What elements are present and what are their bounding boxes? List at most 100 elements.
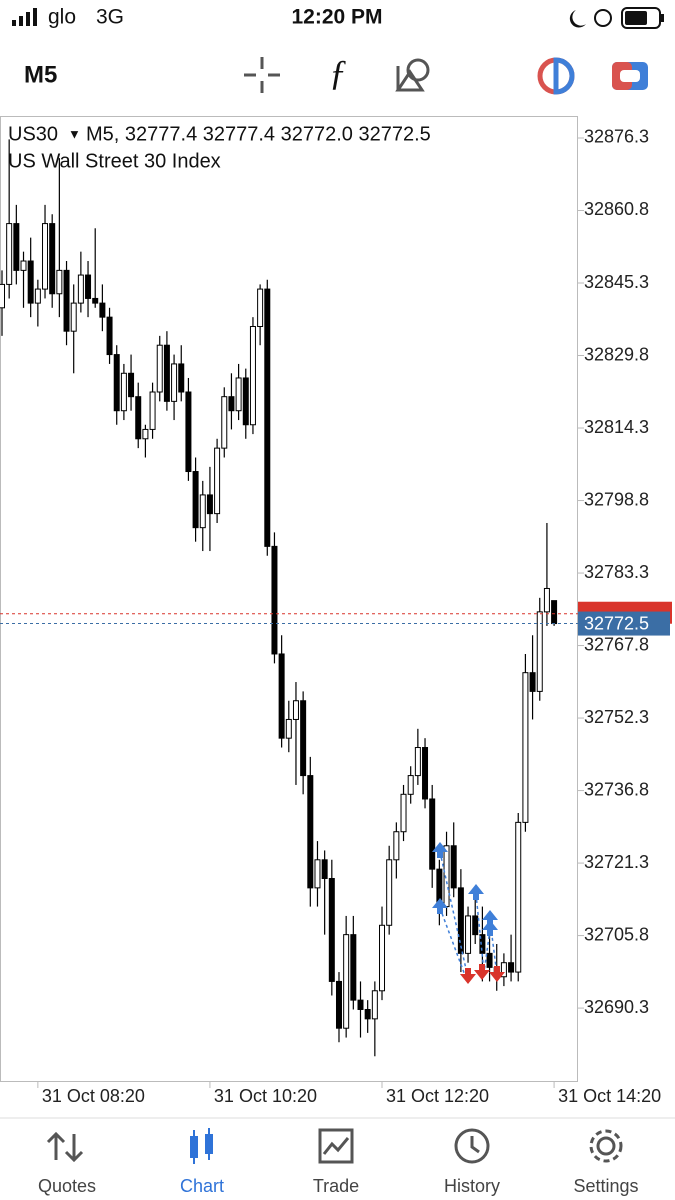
- candle-body: [214, 447, 221, 515]
- candle-body: [42, 223, 49, 290]
- bid-label-box: [578, 611, 670, 636]
- plot-area: [0, 139, 558, 1057]
- candle-body: [393, 831, 400, 861]
- candle-body: [49, 223, 56, 295]
- candle-body: [321, 859, 328, 880]
- candle-body: [551, 600, 558, 625]
- candle-body: [529, 672, 536, 692]
- crosshair-button[interactable]: [244, 57, 280, 93]
- tab-label[interactable]: Chart: [180, 1176, 224, 1196]
- candle-body: [300, 700, 307, 777]
- candle-body: [77, 274, 84, 304]
- candle-body: [106, 316, 113, 356]
- x-tick-label: 31 Oct 08:20: [42, 1086, 145, 1106]
- candle-body: [407, 775, 414, 795]
- account-button[interactable]: [537, 57, 575, 95]
- y-tick-label: 32860.8: [584, 199, 649, 219]
- candle-body: [357, 999, 364, 1010]
- y-tick-label: 32845.3: [584, 272, 649, 292]
- candle-body: [20, 260, 27, 271]
- y-tick-label: 32829.8: [584, 344, 649, 364]
- candle-body: [371, 990, 378, 1020]
- candle-body: [271, 545, 278, 655]
- tab-label[interactable]: History: [444, 1176, 500, 1196]
- candle-body: [292, 700, 299, 720]
- tab-labels: Quotes Chart Trade History Settings: [38, 1176, 639, 1196]
- symbol-dropdown[interactable]: ▼: [68, 126, 81, 141]
- candle-body: [500, 962, 507, 978]
- tab-label[interactable]: Trade: [313, 1176, 359, 1196]
- candle-body: [379, 924, 386, 992]
- chart-frame: [0, 116, 578, 1082]
- candle-body: [422, 747, 429, 800]
- candle-body: [335, 980, 342, 1029]
- y-tick-label: 32876.3: [584, 127, 649, 147]
- candle-body: [156, 344, 163, 393]
- y-tick-label: 32783.3: [584, 562, 649, 582]
- x-tick-label: 31 Oct 14:20: [558, 1086, 661, 1106]
- candle-body: [429, 798, 436, 870]
- battery-icon: [621, 7, 661, 29]
- lock-icon: [594, 9, 612, 27]
- y-tick-label: 32767.8: [584, 634, 649, 654]
- candle-body: [386, 859, 393, 926]
- candle-body: [63, 269, 70, 332]
- candle-body: [257, 288, 264, 328]
- tab-label[interactable]: Quotes: [38, 1176, 96, 1196]
- candle-body: [278, 653, 285, 739]
- candle-body: [149, 391, 156, 430]
- candle-body: [185, 391, 192, 473]
- candle-body: [228, 396, 235, 412]
- candle-body: [314, 859, 321, 889]
- candle-body: [34, 288, 41, 304]
- candle-body: [13, 223, 20, 271]
- candle-body: [450, 845, 457, 889]
- carrier: glo: [48, 6, 76, 29]
- candle-body: [135, 396, 142, 440]
- candle-body: [99, 302, 106, 318]
- candle-body: [56, 269, 63, 295]
- x-tick-label: 31 Oct 12:20: [386, 1086, 489, 1106]
- symbol-description: US Wall Street 30 Index: [8, 150, 221, 172]
- y-tick-label: 32752.3: [584, 707, 649, 727]
- candle-body: [0, 283, 5, 309]
- candle-body: [120, 372, 127, 412]
- candle-body: [522, 672, 529, 823]
- status-bar: glo 3G 12:20 PM: [12, 6, 664, 29]
- candle-body: [508, 962, 515, 973]
- candle-body: [128, 372, 135, 398]
- candle-body: [328, 878, 335, 982]
- candle-body: [92, 297, 99, 304]
- candle-body: [163, 344, 170, 402]
- symbol[interactable]: US30: [8, 123, 58, 145]
- trade-button[interactable]: [612, 62, 648, 90]
- tab-label[interactable]: Settings: [573, 1176, 638, 1196]
- objects-button[interactable]: [395, 58, 430, 92]
- candle-body: [221, 396, 228, 449]
- candle-body: [543, 587, 550, 613]
- candle-body: [457, 887, 464, 954]
- candle-body: [178, 363, 185, 393]
- indicators-button[interactable]: ƒ: [329, 52, 347, 92]
- y-tick-label: 32705.8: [584, 924, 649, 944]
- tab-bar: Quotes Chart Trade History Settings: [0, 1117, 675, 1196]
- candle-body: [113, 354, 120, 412]
- moon-icon: [569, 10, 586, 28]
- candle-body: [70, 302, 77, 332]
- candle-body: [285, 718, 292, 739]
- candle-body: [350, 934, 357, 1001]
- timeframe-button[interactable]: M5: [24, 61, 57, 88]
- ohlc-header: M5, 32777.4 32777.4 32772.0 32772.5: [86, 123, 431, 145]
- toolbar: M5 ƒ: [24, 52, 648, 95]
- candle-body: [515, 821, 522, 973]
- y-tick-label: 32721.3: [584, 852, 649, 872]
- candle-body: [142, 428, 149, 440]
- candle-body: [85, 274, 92, 299]
- candle-body: [264, 288, 271, 547]
- x-tick-label: 31 Oct 10:20: [214, 1086, 317, 1106]
- candle-body: [343, 934, 350, 1029]
- bid-label: 32772.5: [584, 613, 649, 633]
